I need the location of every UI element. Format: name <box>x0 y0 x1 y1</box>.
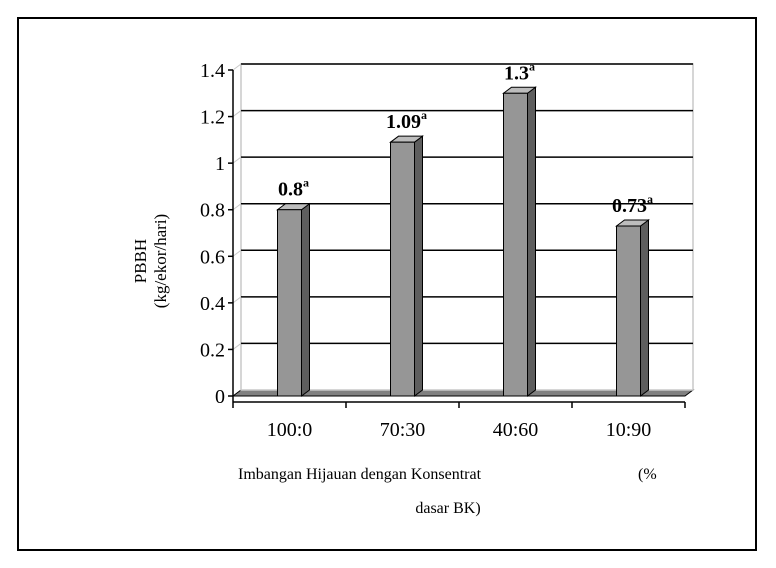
gridline-side <box>232 203 242 211</box>
bar <box>276 202 311 397</box>
y-tick-label: 0 <box>215 386 225 408</box>
data-label: 1.3a <box>504 59 535 84</box>
gridline-side <box>232 296 242 304</box>
y-tick-label: 1.4 <box>200 60 225 82</box>
bar-front <box>277 209 302 397</box>
y-axis-label-line1: PBBH <box>131 239 150 283</box>
gridline-side <box>232 110 242 117</box>
axes <box>228 69 686 408</box>
gridline-side <box>232 156 242 164</box>
bar-front <box>390 141 415 397</box>
y-tick-label: 0.8 <box>200 200 225 222</box>
y-tick-label: 0.2 <box>200 339 225 361</box>
bar <box>389 135 424 397</box>
y-tick-labels: 0 0.2 0.4 0.6 0.8 1 1.2 1.4 <box>200 60 225 408</box>
bar <box>615 219 650 397</box>
gridline-side <box>232 249 242 257</box>
bar-side <box>527 86 536 397</box>
bar-side <box>301 202 310 397</box>
data-label: 1.09a <box>386 108 427 133</box>
data-label: 0.73a <box>612 192 653 217</box>
bar-front <box>503 92 528 397</box>
x-tick-label: 40:60 <box>493 419 539 441</box>
x-tick-label: 100:0 <box>267 419 313 441</box>
x-axis-label-line1: Imbangan Hijauan dengan Konsentrat <box>238 466 482 483</box>
y-tick-label: 1.2 <box>200 107 225 129</box>
bar-side <box>640 219 649 397</box>
x-axis-label-line2: dasar BK) <box>415 500 480 517</box>
data-labels: 0.8a 1.09a 1.3a 0.73a <box>278 59 653 217</box>
y-tick-label: 1 <box>215 153 225 175</box>
bars <box>276 86 650 397</box>
x-axis-label-suffix: (% <box>638 466 657 483</box>
bar <box>502 86 537 397</box>
x-tick-labels: 100:0 70:30 40:60 10:90 <box>267 419 652 441</box>
x-tick-label: 10:90 <box>606 419 652 441</box>
gridline-side <box>232 63 242 71</box>
bar-side <box>414 135 423 397</box>
bar-front <box>616 225 641 397</box>
gridline-side <box>232 343 242 350</box>
y-axis-label-line2: (kg/ekor/hari) <box>151 214 170 308</box>
x-tick-label: 70:30 <box>380 419 426 441</box>
data-label: 0.8a <box>278 176 309 201</box>
y-tick-label: 0.4 <box>200 293 225 315</box>
y-tick-label: 0.6 <box>200 246 225 268</box>
